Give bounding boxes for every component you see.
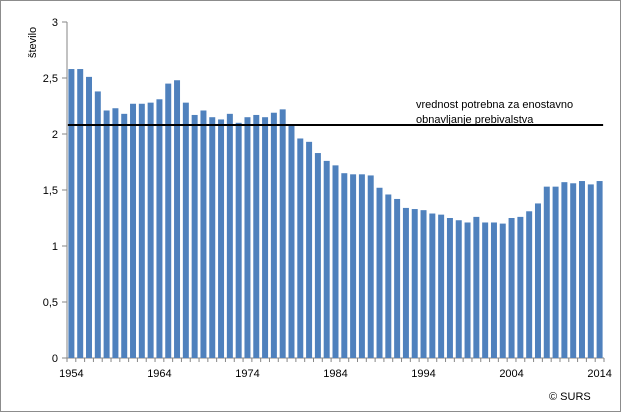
bar-2006: [526, 211, 533, 358]
bar-1977: [270, 112, 277, 358]
bar-1955: [77, 69, 84, 358]
bar-1958: [103, 110, 110, 358]
bar-1959: [112, 108, 119, 359]
x-tick-label: 1954: [59, 368, 83, 380]
bar-2009: [552, 186, 559, 358]
bar-1990: [385, 194, 392, 358]
bars: [68, 69, 603, 359]
x-tick-label: 1994: [411, 368, 435, 380]
bar-1997: [446, 218, 453, 358]
x-tick-label: 1974: [235, 368, 259, 380]
x-tick-label: 1964: [147, 368, 171, 380]
x-tick-label: 2004: [499, 368, 523, 380]
bar-2000: [473, 216, 480, 358]
reference-annotation-line2: obnavljanje prebivalstva: [416, 114, 534, 126]
bar-1966: [174, 80, 181, 359]
bar-1974: [244, 117, 251, 358]
bar-1979: [288, 125, 295, 358]
bar-1987: [358, 174, 365, 358]
bar-1978: [279, 109, 286, 358]
bar-1967: [182, 102, 189, 358]
bar-1962: [138, 103, 145, 358]
bar-1957: [94, 91, 101, 358]
bar-1993: [411, 209, 418, 358]
bar-1970: [209, 117, 216, 358]
bar-1976: [262, 117, 269, 358]
bar-1986: [350, 174, 357, 358]
bar-1969: [200, 110, 207, 358]
bar-2010: [561, 182, 568, 358]
bar-1988: [367, 175, 374, 358]
bar-1985: [341, 173, 348, 358]
bar-2011: [570, 183, 577, 358]
bar-1960: [121, 113, 128, 358]
bar-1981: [306, 141, 313, 358]
bar-1975: [253, 114, 260, 359]
bar-1963: [147, 102, 154, 358]
bar-1982: [314, 153, 321, 358]
bar-2012: [578, 181, 585, 358]
y-tick-label: 0,5: [43, 297, 58, 309]
y-tick-label: 0: [52, 353, 58, 365]
y-axis-label: število: [27, 27, 39, 58]
x-tick-label: 2014: [587, 368, 611, 380]
x-tick-label: 1984: [323, 368, 347, 380]
y-tick-label: 1: [52, 241, 58, 253]
bar-1972: [226, 113, 233, 358]
bar-1965: [165, 83, 172, 358]
y-tick-label: 2: [52, 129, 58, 141]
bar-1968: [191, 114, 198, 359]
bar-2004: [508, 218, 515, 358]
bar-2008: [543, 186, 550, 358]
bar-2003: [499, 223, 506, 358]
bar-2005: [517, 216, 524, 358]
y-tick-label: 2,5: [43, 73, 58, 85]
bar-1994: [420, 210, 427, 358]
bar-1964: [156, 99, 163, 358]
bar-1980: [297, 138, 304, 358]
bar-1995: [429, 213, 436, 358]
bar-2014: [596, 181, 603, 358]
bar-2013: [587, 184, 594, 358]
bar-2007: [534, 203, 541, 358]
bar-1961: [130, 103, 137, 358]
bar-1984: [332, 165, 339, 358]
bar-1956: [86, 76, 93, 358]
bar-1996: [438, 214, 445, 358]
bar-1989: [376, 187, 383, 358]
y-tick-label: 3: [52, 17, 58, 29]
source-credit: © SURS: [549, 391, 591, 403]
bar-1971: [218, 119, 225, 358]
bar-1954: [68, 69, 75, 358]
bar-1983: [323, 160, 330, 358]
bar-1999: [464, 222, 471, 358]
bar-1998: [455, 220, 462, 358]
bar-1991: [394, 198, 401, 358]
reference-annotation-line1: vrednost potrebna za enostavno: [416, 99, 573, 111]
bar-1992: [402, 207, 409, 358]
bar-2002: [490, 222, 497, 358]
y-tick-label: 1,5: [43, 185, 58, 197]
bar-2001: [482, 222, 489, 358]
bar-1973: [235, 122, 242, 358]
